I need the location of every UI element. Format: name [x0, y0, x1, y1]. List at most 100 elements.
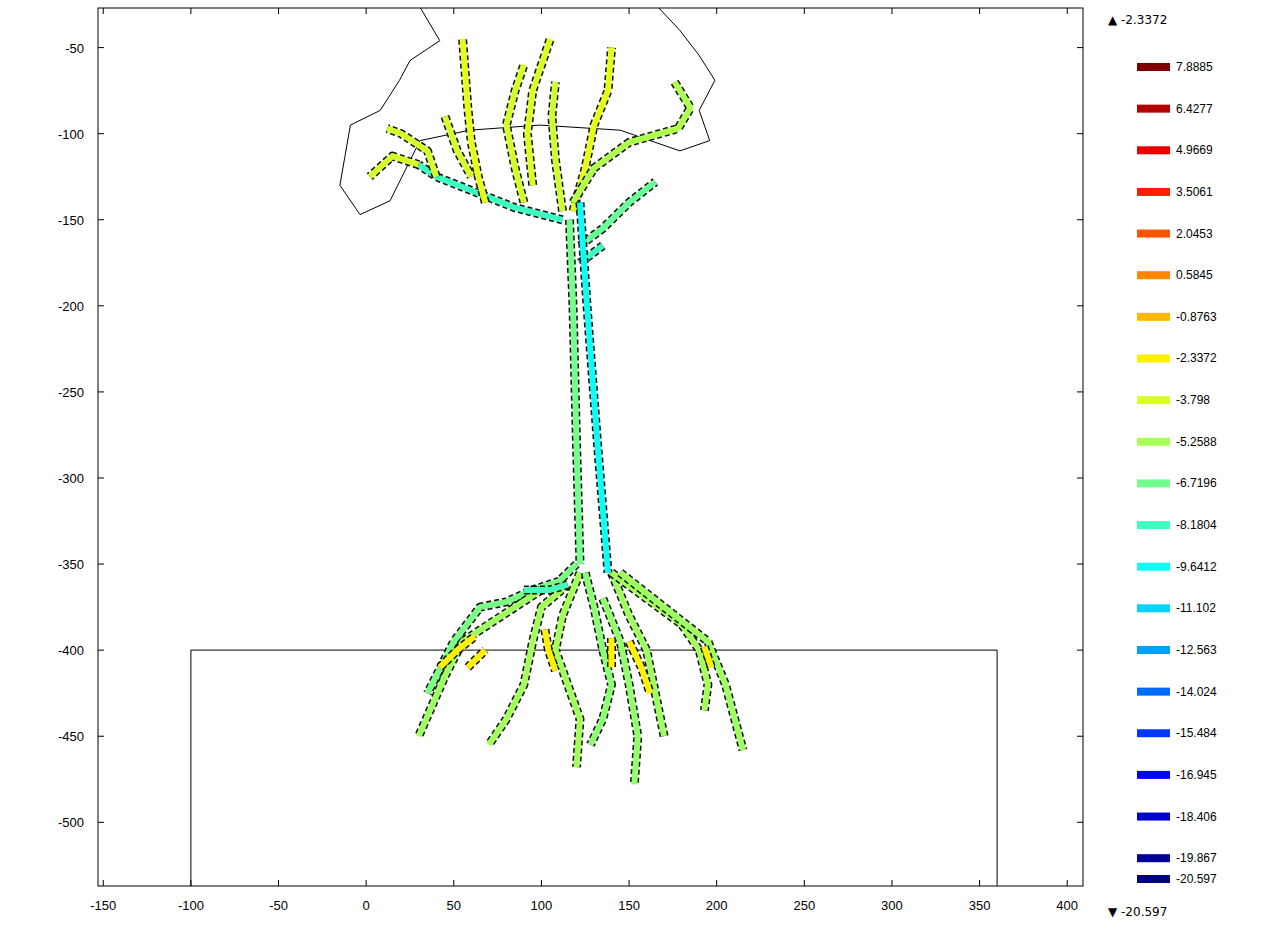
x-tick-label: 400 [1056, 898, 1078, 913]
branch-edge [570, 220, 581, 564]
colorbar-label: 7.8885 [1176, 60, 1213, 74]
branch-edge [387, 129, 436, 177]
x-tick [103, 880, 104, 886]
colorbar-label: -11.102 [1176, 601, 1216, 615]
x-tick [1067, 880, 1068, 886]
x-tick [804, 8, 805, 14]
colorbar-swatch [1137, 604, 1170, 612]
branch-edge [370, 156, 419, 177]
x-tick [190, 8, 191, 14]
min-label: ▼ -20.597 [1108, 905, 1167, 919]
branch [629, 642, 650, 694]
x-tick [1067, 8, 1068, 14]
y-tick-label: -150 [58, 213, 84, 228]
x-tick [453, 880, 454, 886]
chart: -150-100-50050100150200250300350400-50-1… [0, 0, 1263, 931]
branch-edge [445, 117, 471, 177]
y-tick [1077, 564, 1083, 565]
x-tick [278, 880, 279, 886]
y-tick-label: -200 [58, 299, 84, 314]
x-tick-label: 300 [881, 898, 903, 913]
y-tick [1077, 305, 1083, 306]
x-tick [629, 8, 630, 14]
x-tick-label: 150 [618, 898, 640, 913]
y-tick-label: -300 [58, 471, 84, 486]
colorbar-swatch [1137, 271, 1170, 279]
colorbar-swatch [1137, 105, 1170, 113]
outline [191, 650, 997, 886]
colorbar-label: -8.1804 [1176, 518, 1217, 532]
colorbar-swatch [1137, 438, 1170, 446]
colorbar-swatch [1137, 521, 1170, 529]
y-tick [98, 736, 104, 737]
x-tick [979, 880, 980, 886]
y-tick [98, 391, 104, 392]
branch [609, 638, 615, 667]
branch-edge [603, 599, 638, 785]
branch-edge [468, 650, 486, 667]
colorbar-swatch [1137, 479, 1170, 487]
colorbar-label: -5.2588 [1176, 435, 1217, 449]
colorbar-swatch [1137, 646, 1170, 654]
x-tick [891, 880, 892, 886]
branch [552, 82, 563, 211]
branch-edge [419, 165, 563, 220]
x-tick-label: -50 [269, 898, 288, 913]
x-tick [891, 8, 892, 14]
y-tick [98, 564, 104, 565]
branch [603, 599, 638, 785]
y-tick-label: -400 [58, 643, 84, 658]
x-tick [278, 8, 279, 14]
colorbar-label: -2.3372 [1176, 351, 1217, 365]
colorbar-swatch [1137, 230, 1170, 238]
branch-edge [527, 39, 550, 185]
y-tick [98, 477, 104, 478]
branch [445, 117, 471, 177]
x-tick-label: 50 [447, 898, 461, 913]
colorbar-swatch [1137, 63, 1170, 71]
branch-edge [552, 82, 563, 211]
y-tick [1077, 47, 1083, 48]
branch [704, 647, 711, 668]
branch-edge [573, 82, 690, 203]
branch [580, 203, 608, 573]
branch [573, 82, 690, 203]
branch [506, 65, 524, 203]
x-tick [716, 8, 717, 14]
colorbar-swatch [1137, 875, 1170, 883]
colorbar-swatch [1137, 188, 1170, 196]
y-tick [98, 305, 104, 306]
y-tick [98, 650, 104, 651]
colorbar-label: 3.5061 [1176, 185, 1213, 199]
branch-edge [545, 630, 556, 671]
x-tick-label: 250 [793, 898, 815, 913]
x-tick [453, 8, 454, 14]
branch [527, 39, 550, 185]
y-tick [1077, 477, 1083, 478]
y-tick [98, 822, 104, 823]
branch [419, 165, 563, 220]
branch [468, 650, 486, 667]
colorbar-label: -0.8763 [1176, 310, 1217, 324]
branch [612, 573, 708, 711]
colorbar-swatch [1137, 354, 1170, 362]
y-tick-label: -100 [58, 127, 84, 142]
colorbar-swatch [1137, 729, 1170, 737]
branch-edge [506, 65, 524, 203]
colorbar-swatch [1137, 563, 1170, 571]
x-tick-label: 200 [706, 898, 728, 913]
branch [555, 573, 580, 768]
branch-edge [524, 585, 568, 590]
y-tick [1077, 391, 1083, 392]
x-tick [190, 880, 191, 886]
y-tick-label: -350 [58, 557, 84, 572]
branch [370, 156, 419, 177]
colorbar-label: 4.9669 [1176, 143, 1213, 157]
colorbar-label: -12.563 [1176, 643, 1217, 657]
max-label: ▲ -2.3372 [1108, 13, 1167, 27]
x-tick-label: -100 [178, 898, 204, 913]
colorbar-label: 6.4277 [1176, 102, 1213, 116]
branch [387, 129, 436, 177]
y-tick [98, 47, 104, 48]
outline [340, 8, 715, 215]
